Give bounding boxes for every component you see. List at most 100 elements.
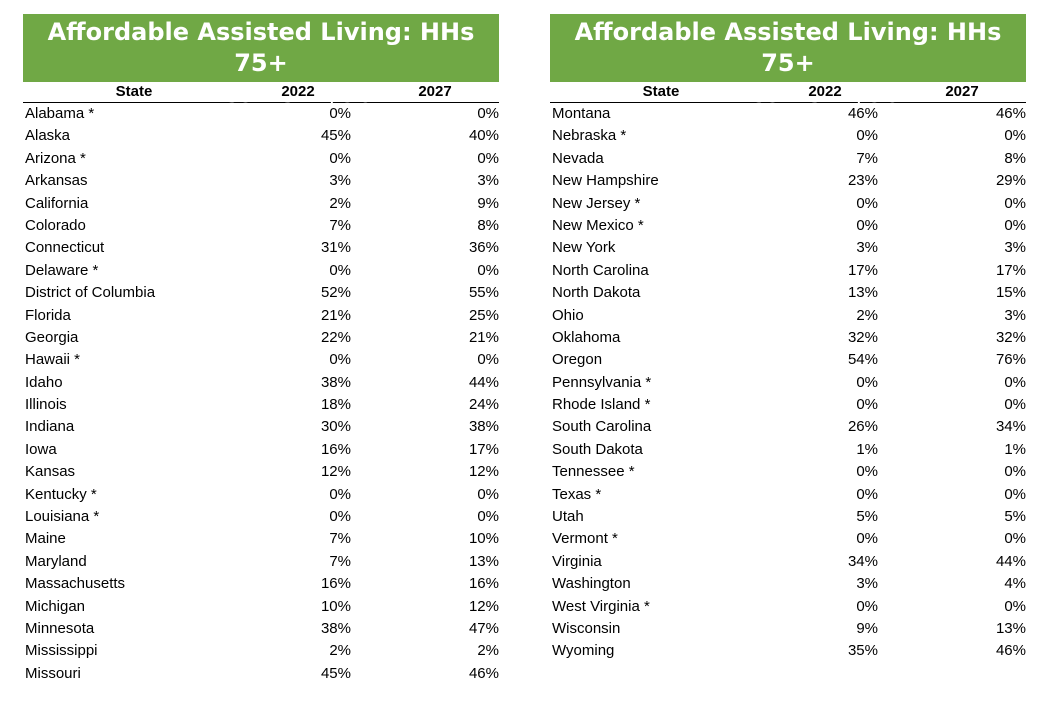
table-header-row: State 2022 2027: [23, 82, 499, 103]
value-2022-cell: 52%: [320, 284, 351, 302]
value-2027-cell: 0%: [1004, 194, 1026, 212]
state-cell: Rhode Island *: [552, 396, 651, 414]
table-row: Rhode Island * 0% 0%: [550, 394, 1026, 416]
table-row: Oregon 54% 76%: [550, 349, 1026, 371]
value-2027-cell: 0%: [1004, 530, 1026, 548]
value-2022-cell: 3%: [329, 172, 351, 190]
state-cell: Virginia: [552, 552, 602, 570]
column-header-2022: 2022: [808, 83, 842, 100]
value-2027-cell: 15%: [995, 284, 1026, 302]
value-2027-cell: 0%: [477, 105, 499, 122]
table-row: New Jersey * 0% 0%: [550, 193, 1026, 215]
state-cell: Montana: [552, 105, 611, 122]
value-2027-cell: 46%: [995, 642, 1026, 660]
table-body: Alabama * 0% 0% Alaska 45% 40% Arizona * 0% 0% Ar…: [23, 103, 499, 685]
table-row: Connecticut 31% 36%: [23, 237, 499, 259]
right-table: Affordable Assisted Living: HHs 75+ with…: [550, 14, 1026, 663]
state-cell: Minnesota: [25, 619, 95, 637]
value-2022-cell: 45%: [320, 127, 351, 145]
value-2022-cell: 0%: [856, 463, 878, 481]
state-cell: Nevada: [552, 149, 604, 167]
value-2027-cell: 40%: [468, 127, 499, 145]
state-cell: Hawaii *: [25, 351, 81, 369]
value-2022-cell: 0%: [856, 194, 878, 212]
value-2022-cell: 7%: [329, 552, 351, 570]
table-row: California 2% 9%: [23, 193, 499, 215]
table-body: Montana 46% 46% Nebraska * 0% 0% Nevada 7% 8% New…: [550, 103, 1026, 663]
state-cell: Alabama *: [25, 105, 95, 122]
value-2027-cell: 76%: [995, 351, 1026, 369]
table-title-line1: Affordable Assisted Living: HHs 75+: [47, 18, 475, 77]
value-2027-cell: 0%: [477, 149, 499, 167]
table-row: Texas * 0% 0%: [550, 484, 1026, 506]
value-2022-cell: 0%: [329, 105, 351, 122]
table-title-line1: Affordable Assisted Living: HHs 75+: [574, 18, 1002, 77]
value-2027-cell: 47%: [468, 619, 499, 637]
table-row: New York 3% 3%: [550, 237, 1026, 259]
value-2027-cell: 38%: [468, 418, 499, 436]
value-2022-cell: 32%: [847, 328, 878, 346]
value-2022-cell: 9%: [856, 619, 878, 637]
value-2022-cell: 35%: [847, 642, 878, 660]
value-2022-cell: 31%: [320, 239, 351, 257]
column-header-state: State: [115, 83, 153, 100]
state-cell: Connecticut: [25, 239, 105, 257]
state-cell: Maine: [25, 530, 66, 548]
table-row: Kentucky * 0% 0%: [23, 484, 499, 506]
state-cell: North Carolina: [552, 261, 649, 279]
state-cell: Illinois: [25, 396, 67, 414]
table-row: Alaska 45% 40%: [23, 125, 499, 147]
table-row: Virginia 34% 44%: [550, 551, 1026, 573]
table-row: Minnesota 38% 47%: [23, 618, 499, 640]
state-cell: California: [25, 194, 89, 212]
value-2027-cell: 0%: [477, 485, 499, 503]
table-row: Nebraska * 0% 0%: [550, 125, 1026, 147]
value-2022-cell: 0%: [856, 396, 878, 414]
value-2027-cell: 12%: [468, 463, 499, 481]
value-2027-cell: 9%: [477, 194, 499, 212]
value-2022-cell: 21%: [320, 306, 351, 324]
value-2027-cell: 0%: [1004, 127, 1026, 145]
state-cell: Texas *: [552, 485, 602, 503]
state-cell: Arkansas: [25, 172, 88, 190]
value-2027-cell: 0%: [1004, 373, 1026, 391]
table-row: Vermont * 0% 0%: [550, 528, 1026, 550]
table-row: Louisiana * 0% 0%: [23, 506, 499, 528]
value-2027-cell: 46%: [468, 664, 499, 682]
value-2022-cell: 17%: [847, 261, 878, 279]
state-cell: Wyoming: [552, 642, 615, 660]
value-2027-cell: 3%: [1004, 239, 1026, 257]
table-row: Ohio 2% 3%: [550, 305, 1026, 327]
state-cell: Mississippi: [25, 642, 98, 660]
value-2027-cell: 24%: [468, 396, 499, 414]
value-2027-cell: 13%: [995, 619, 1026, 637]
value-2027-cell: 0%: [477, 508, 499, 526]
table-row: Mississippi 2% 2%: [23, 640, 499, 662]
state-cell: South Dakota: [552, 440, 643, 458]
table-title-line2: with Income <$30K: [656, 80, 920, 108]
value-2022-cell: 5%: [856, 508, 878, 526]
state-cell: Nebraska *: [552, 127, 627, 145]
value-2027-cell: 29%: [995, 172, 1026, 190]
state-cell: Florida: [25, 306, 71, 324]
state-cell: Ohio: [552, 306, 584, 324]
value-2027-cell: 0%: [1004, 463, 1026, 481]
value-2022-cell: 30%: [320, 418, 351, 436]
state-cell: Oklahoma: [552, 328, 621, 346]
table-title-banner: Affordable Assisted Living: HHs 75+ with…: [550, 14, 1026, 108]
value-2027-cell: 3%: [477, 172, 499, 190]
table-row: Georgia 22% 21%: [23, 327, 499, 349]
value-2022-cell: 1%: [856, 440, 878, 458]
table-row: Maine 7% 10%: [23, 528, 499, 550]
value-2027-cell: 0%: [477, 261, 499, 279]
value-2027-cell: 44%: [468, 373, 499, 391]
value-2027-cell: 25%: [468, 306, 499, 324]
value-2022-cell: 2%: [329, 194, 351, 212]
value-2027-cell: 4%: [1004, 575, 1026, 593]
column-header-2027: 2027: [945, 83, 979, 100]
value-2027-cell: 3%: [1004, 306, 1026, 324]
table-row: Idaho 38% 44%: [23, 372, 499, 394]
value-2022-cell: 3%: [856, 239, 878, 257]
table-row: Hawaii * 0% 0%: [23, 349, 499, 371]
table-row: Wisconsin 9% 13%: [550, 618, 1026, 640]
